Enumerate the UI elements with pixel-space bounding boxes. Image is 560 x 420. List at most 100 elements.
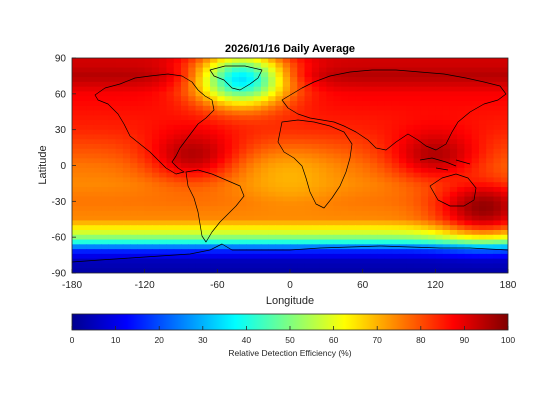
heatmap-cell (391, 158, 400, 164)
heatmap-cell (130, 129, 138, 136)
heatmap-cell (188, 144, 197, 150)
heatmap-cell (464, 153, 473, 159)
heatmap-cell (217, 62, 226, 69)
heatmap-cell (457, 105, 465, 112)
heatmap-cell (369, 134, 378, 140)
heatmap-cell (260, 234, 269, 241)
heatmap-cell (311, 225, 320, 231)
heatmap-cell (391, 163, 400, 169)
heatmap-cell (340, 201, 349, 207)
heatmap-cell (428, 148, 436, 155)
heatmap-cell (130, 91, 138, 97)
heatmap-cell (399, 191, 407, 198)
heatmap-cell (471, 225, 480, 231)
heatmap-cell (275, 234, 284, 241)
heatmap-cell (253, 182, 262, 188)
heatmap-cell (428, 249, 436, 255)
heatmap-cell (333, 234, 342, 241)
heatmap-cell (428, 220, 436, 226)
heatmap-cell (420, 139, 429, 145)
heatmap-cell (333, 134, 342, 140)
heatmap-cell (428, 81, 436, 88)
heatmap-cell (173, 249, 182, 255)
heatmap-cell (282, 158, 291, 164)
heatmap-cell (210, 234, 218, 241)
heatmap-cell (500, 86, 508, 93)
heatmap-cell (101, 110, 109, 116)
heatmap-cell (304, 234, 313, 241)
heatmap-cell (210, 101, 218, 107)
heatmap-cell (420, 115, 429, 121)
heatmap-cell (478, 201, 487, 207)
heatmap-cell (217, 163, 226, 169)
heatmap-cell (442, 67, 451, 73)
colorbar-tick-label: 100 (501, 335, 515, 345)
heatmap-cell (93, 215, 102, 222)
heatmap-cell (86, 163, 95, 169)
heatmap-cell (275, 239, 284, 245)
heatmap-cell (435, 263, 444, 269)
heatmap-cell (486, 110, 495, 116)
x-tick-label: 0 (287, 280, 293, 291)
heatmap-cell (217, 153, 226, 159)
heatmap-cell (86, 215, 95, 222)
heatmap-cell (348, 196, 356, 202)
heatmap-cell (86, 86, 95, 93)
heatmap-cell (122, 110, 131, 116)
heatmap-cell (181, 115, 189, 121)
heatmap-cell (224, 134, 233, 140)
heatmap-cell (86, 129, 95, 136)
heatmap-cell (246, 268, 255, 273)
heatmap-cell (435, 167, 444, 174)
heatmap-cell (115, 58, 124, 64)
heatmap-cell (326, 115, 335, 121)
heatmap-cell (72, 148, 80, 155)
heatmap-cell (369, 187, 378, 193)
heatmap-cell (348, 86, 356, 93)
heatmap-cell (420, 177, 429, 183)
heatmap-cell (500, 220, 508, 226)
heatmap-cell (486, 124, 495, 131)
heatmap-cell (420, 187, 429, 193)
heatmap-cell (457, 115, 465, 121)
heatmap-cell (93, 110, 102, 116)
heatmap-cell (188, 148, 197, 155)
heatmap-cell (239, 120, 247, 126)
heatmap-cell (108, 67, 117, 73)
heatmap-cell (384, 210, 393, 217)
heatmap-cell (268, 182, 277, 188)
heatmap-cell (413, 144, 422, 150)
heatmap-cell (333, 263, 342, 269)
heatmap-cell (275, 263, 284, 269)
heatmap-cell (253, 196, 262, 202)
heatmap-cell (108, 268, 117, 273)
heatmap-cell (486, 120, 495, 126)
heatmap-cell (79, 110, 88, 116)
heatmap-cell (384, 263, 393, 269)
heatmap-cell (500, 148, 508, 155)
heatmap-cell (486, 191, 495, 198)
heatmap-cell (144, 249, 153, 255)
heatmap-cell (326, 158, 335, 164)
heatmap-cell (355, 196, 364, 202)
heatmap-cell (493, 187, 502, 193)
heatmap-cell (348, 220, 356, 226)
heatmap-cell (268, 72, 277, 78)
heatmap-cell (159, 110, 168, 116)
heatmap-cell (442, 215, 451, 222)
heatmap-cell (253, 105, 262, 112)
heatmap-cell (340, 72, 349, 78)
heatmap-cell (311, 110, 320, 116)
heatmap-cell (449, 144, 458, 150)
heatmap-cell (355, 81, 364, 88)
heatmap-cell (130, 172, 138, 179)
heatmap-cell (122, 81, 131, 88)
heatmap-cell (151, 120, 160, 126)
heatmap-cell (406, 72, 415, 78)
heatmap-cell (290, 263, 298, 269)
heatmap-cell (326, 177, 335, 183)
heatmap-cell (231, 163, 240, 169)
heatmap-cell (217, 210, 226, 217)
heatmap-cell (384, 163, 393, 169)
heatmap-cell (435, 86, 444, 93)
